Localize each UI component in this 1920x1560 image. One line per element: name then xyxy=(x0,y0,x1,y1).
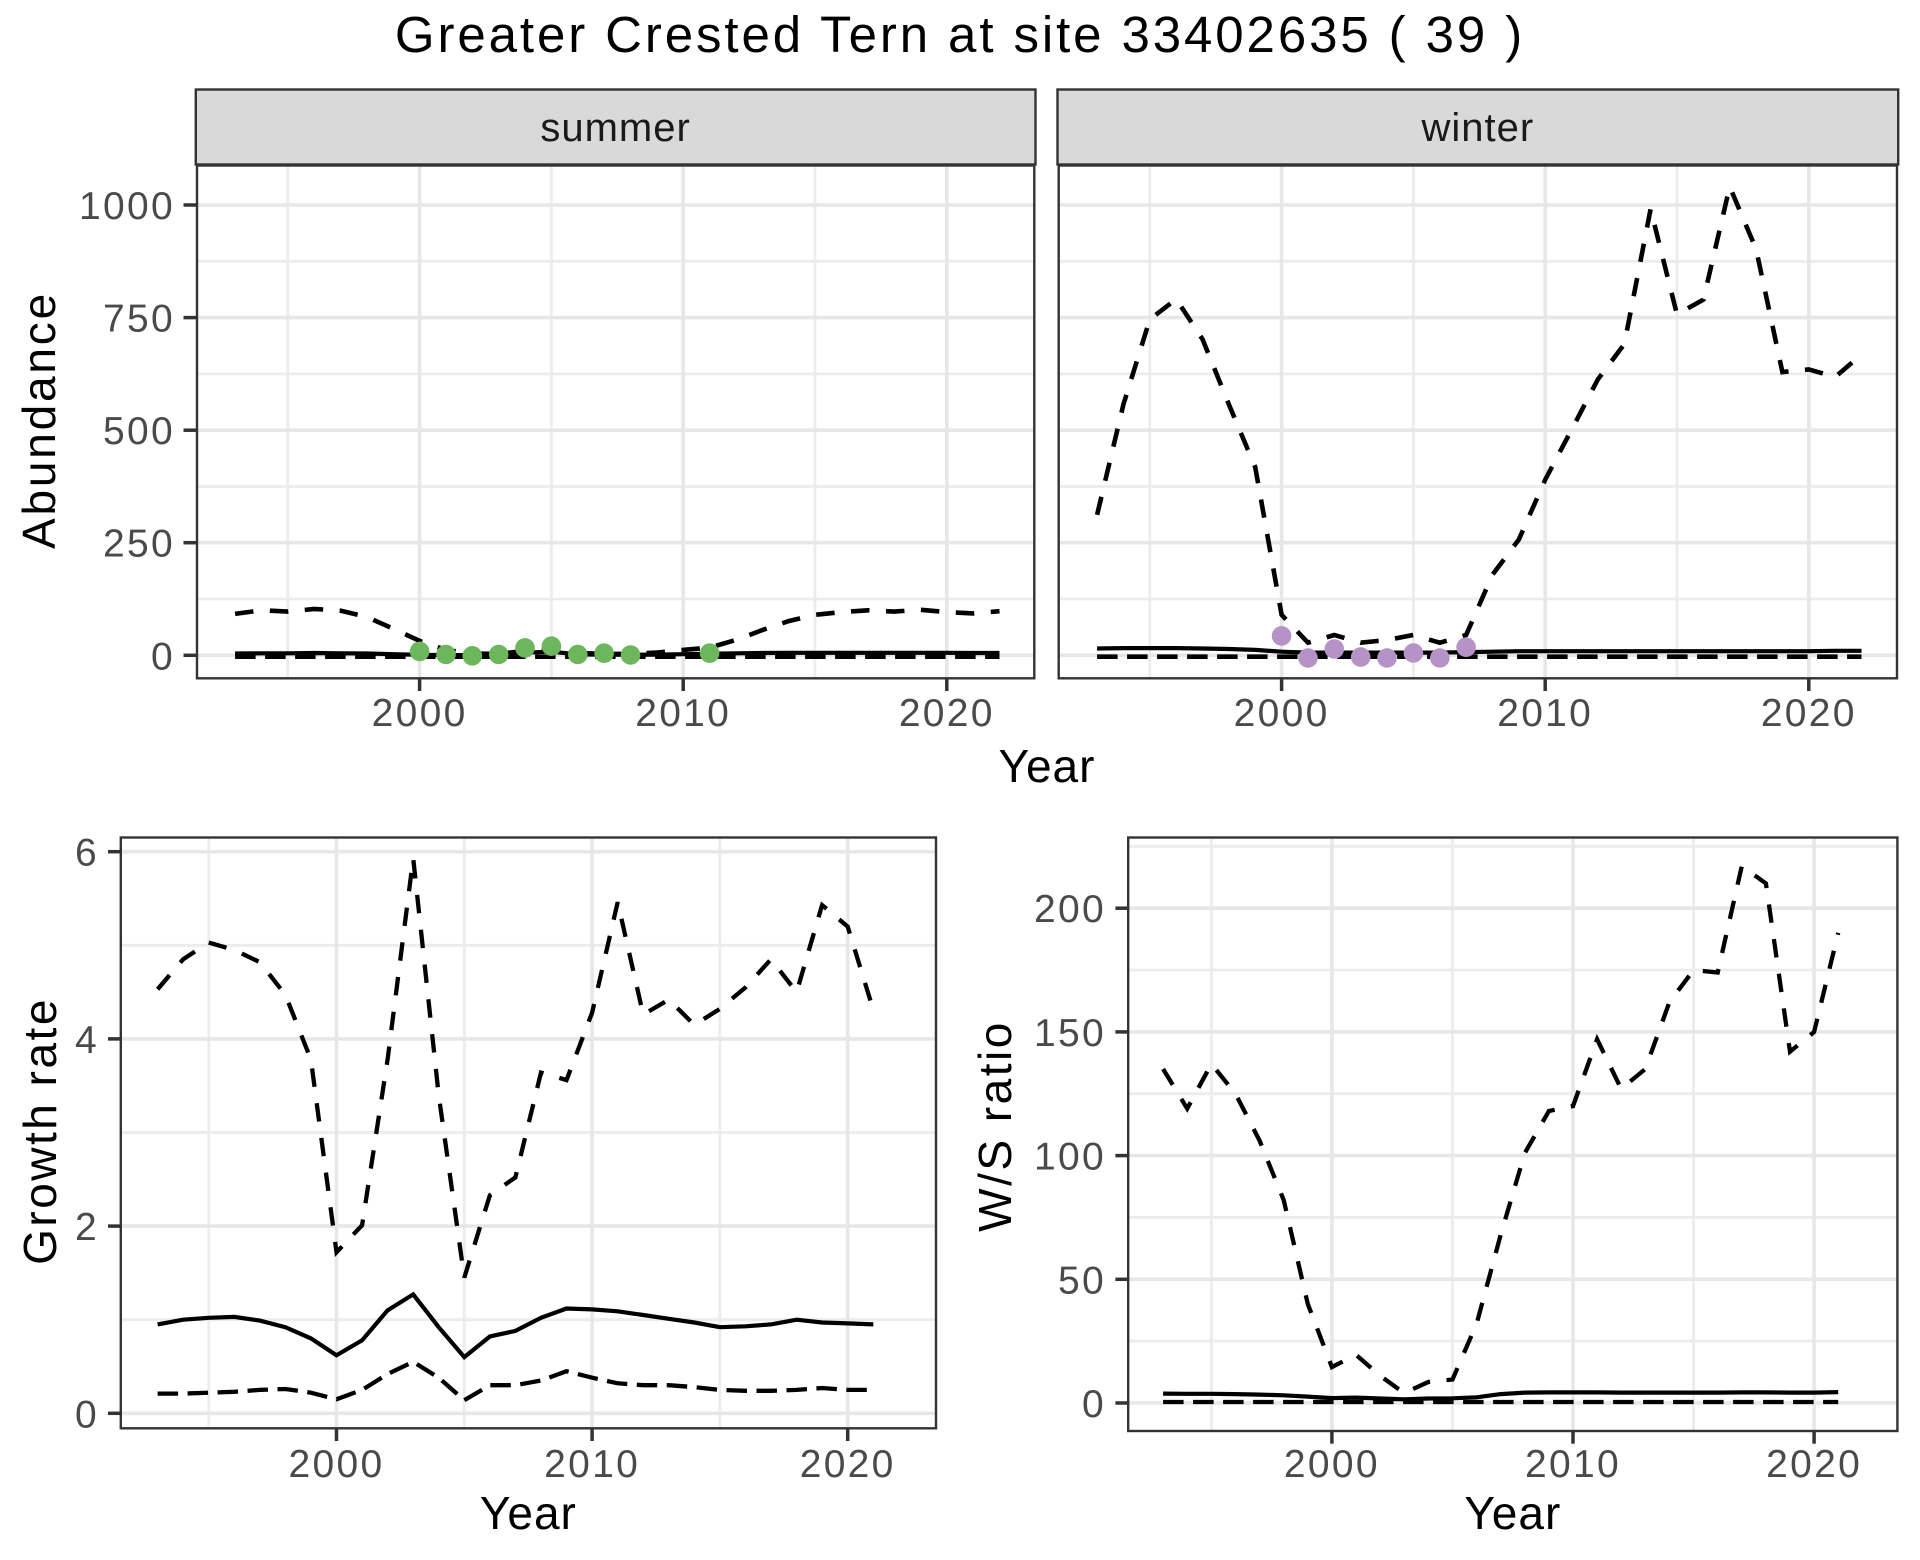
svg-text:Year: Year xyxy=(1464,1487,1561,1539)
svg-text:0: 0 xyxy=(1082,1383,1106,1426)
svg-text:2010: 2010 xyxy=(635,692,731,735)
svg-text:2020: 2020 xyxy=(800,1443,896,1486)
svg-text:0: 0 xyxy=(75,1393,99,1436)
svg-text:2010: 2010 xyxy=(1497,692,1593,735)
svg-text:2020: 2020 xyxy=(899,692,995,735)
svg-text:200: 200 xyxy=(1034,888,1106,931)
svg-text:Year: Year xyxy=(480,1487,577,1539)
svg-text:4: 4 xyxy=(75,1019,99,1062)
svg-text:750: 750 xyxy=(103,298,175,341)
svg-text:500: 500 xyxy=(103,410,175,453)
svg-text:250: 250 xyxy=(103,523,175,566)
svg-text:Growth rate: Growth rate xyxy=(14,997,66,1265)
svg-text:150: 150 xyxy=(1034,1012,1106,1055)
svg-text:50: 50 xyxy=(1058,1259,1106,1302)
svg-text:2000: 2000 xyxy=(1284,1443,1380,1486)
svg-text:Year: Year xyxy=(999,740,1096,792)
svg-text:2: 2 xyxy=(75,1206,99,1249)
svg-text:Greater Crested Tern at site 3: Greater Crested Tern at site 33402635 ( … xyxy=(395,6,1525,63)
svg-text:W/S ratio: W/S ratio xyxy=(969,1020,1021,1232)
svg-text:Abundance: Abundance xyxy=(13,291,65,549)
svg-text:2000: 2000 xyxy=(1234,692,1330,735)
svg-text:2000: 2000 xyxy=(372,692,468,735)
svg-text:2000: 2000 xyxy=(289,1443,385,1486)
svg-text:summer: summer xyxy=(540,106,690,150)
svg-text:winter: winter xyxy=(1420,106,1534,150)
svg-text:0: 0 xyxy=(151,635,175,678)
svg-text:2010: 2010 xyxy=(1525,1443,1621,1486)
svg-text:100: 100 xyxy=(1034,1136,1106,1179)
svg-text:2020: 2020 xyxy=(1761,692,1857,735)
svg-text:2010: 2010 xyxy=(544,1443,640,1486)
svg-text:2020: 2020 xyxy=(1766,1443,1862,1486)
svg-text:1000: 1000 xyxy=(79,185,175,228)
svg-text:6: 6 xyxy=(75,832,99,875)
